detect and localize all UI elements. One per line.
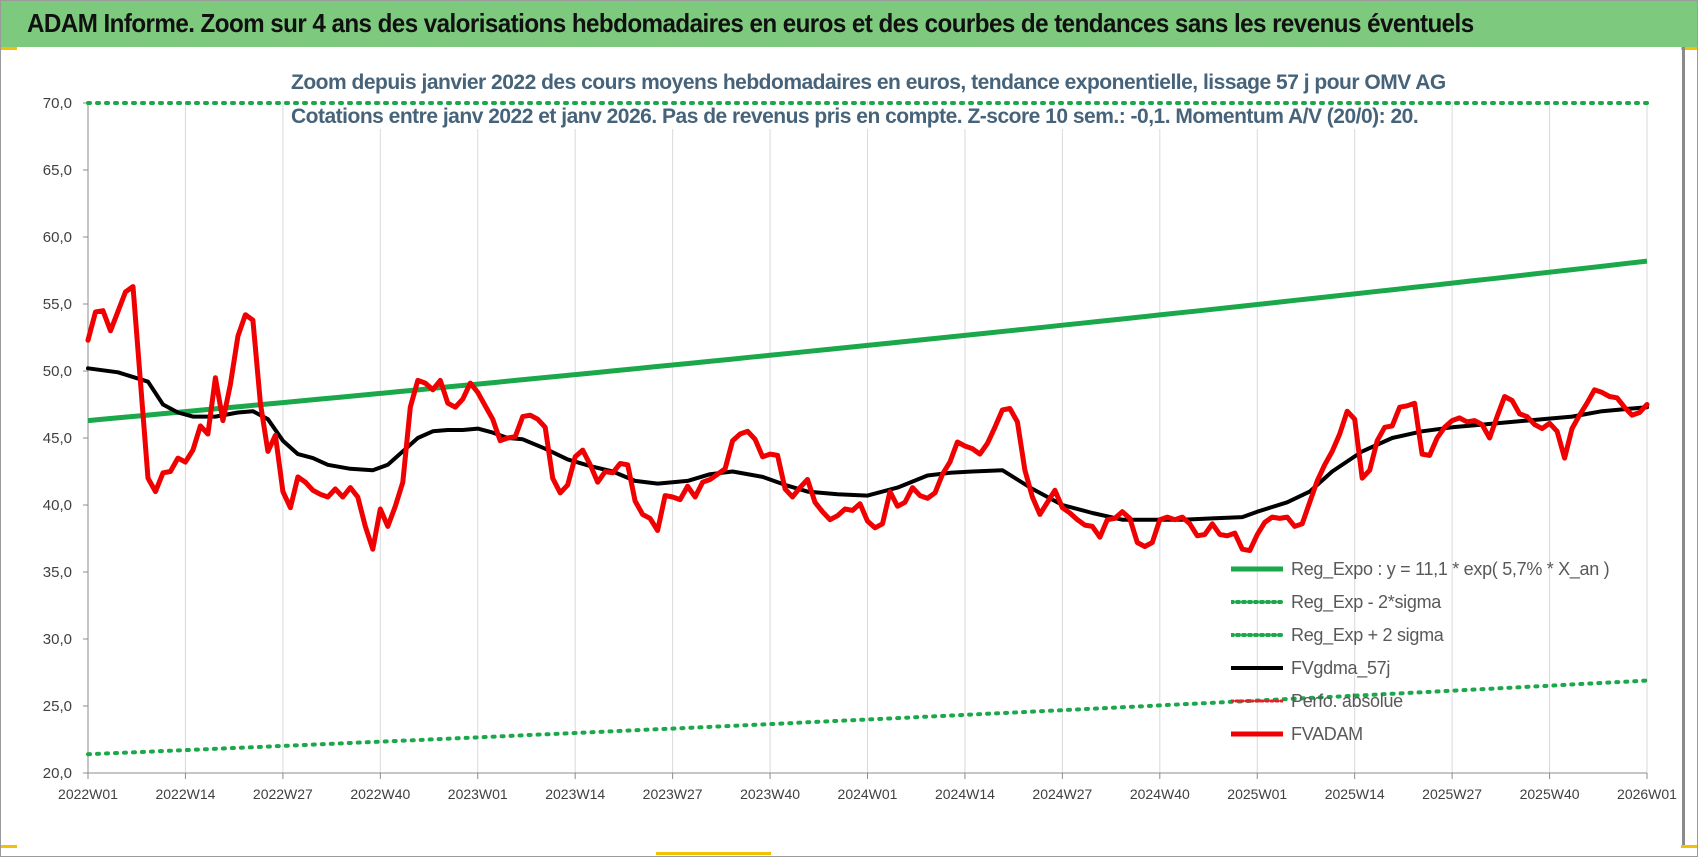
legend-swatch-reg-exp-minus-2sigma: [1231, 600, 1283, 604]
chart-title: Zoom depuis janvier 2022 des cours moyen…: [291, 71, 1446, 95]
corner-accent-top-right: [1681, 47, 1697, 50]
y-tick-label: 30,0: [43, 631, 72, 648]
series-layer: [85, 101, 1650, 757]
legend-label-reg-expo: Reg_Expo : y = 11,1 * exp( 5,7% * X_an ): [1291, 558, 1610, 579]
corner-accent-bottom-left: [1, 845, 17, 848]
legend-label-fvgdma: FVgdma_57j: [1291, 657, 1391, 678]
x-tick-label: 2023W01: [448, 786, 508, 802]
y-tick-label: 25,0: [43, 698, 72, 715]
axis-layer: 2022W01 2022W14 2022W27 2022W40 2023W01 2023W…: [43, 95, 1677, 802]
y-tick-label: 45,0: [43, 430, 72, 447]
x-tick-label: 2026W01: [1617, 786, 1677, 802]
x-tick-label: 2023W14: [545, 786, 605, 802]
legend-label-fvadam: FVADAM: [1291, 723, 1363, 744]
x-tick-label: 2025W01: [1227, 786, 1287, 802]
legend-label-reg-exp-plus-2sigma: Reg_Exp + 2 sigma: [1291, 624, 1444, 645]
y-tick-label: 35,0: [43, 564, 72, 581]
x-tick-label: 2025W14: [1325, 786, 1385, 802]
y-tick-label: 65,0: [43, 162, 72, 179]
y-tick-label: 20,0: [43, 765, 72, 782]
legend-item-fvadam: FVADAM: [1231, 719, 1631, 749]
series-reg-expo: [87, 258, 1648, 424]
legend-swatch-reg-exp-plus-2sigma: [1231, 633, 1283, 637]
x-tick-label: 2023W27: [643, 786, 703, 802]
x-tick-label: 2022W14: [155, 786, 215, 802]
y-tick-label: 50,0: [43, 363, 72, 380]
x-tick-label: 2024W14: [935, 786, 995, 802]
legend-label-perfo-absolue: Perfo. absolue: [1291, 690, 1403, 711]
banner: ADAM Informe. Zoom sur 4 ans des valoris…: [1, 1, 1697, 47]
x-tick-label: 2025W27: [1422, 786, 1482, 802]
legend-item-reg-exp-plus-2sigma: Reg_Exp + 2 sigma: [1231, 620, 1631, 650]
x-tick-label: 2024W40: [1130, 786, 1190, 802]
bottom-accent-mid: [656, 852, 771, 855]
legend-swatch-perfo-absolue: [1231, 699, 1283, 703]
x-tick-label: 2022W40: [350, 786, 410, 802]
y-tick-label: 60,0: [43, 229, 72, 246]
y-tick-label: 40,0: [43, 497, 72, 514]
side-accent-right: [1682, 47, 1685, 845]
grid-layer: [87, 101, 1648, 773]
x-tick-label: 2025W40: [1520, 786, 1580, 802]
series-fvadam: [85, 284, 1650, 554]
banner-title: ADAM Informe. Zoom sur 4 ans des valoris…: [27, 8, 1474, 38]
legend-swatch-reg-expo: [1231, 566, 1283, 572]
y-tick-label: 70,0: [43, 95, 72, 112]
legend-label-reg-exp-minus-2sigma: Reg_Exp - 2*sigma: [1291, 591, 1441, 612]
legend-swatch-fvgdma: [1231, 666, 1283, 670]
corner-accent-top-left: [1, 47, 17, 50]
x-tick-label: 2022W01: [58, 786, 118, 802]
x-tick-label: 2024W01: [838, 786, 898, 802]
legend-item-reg-exp-minus-2sigma: Reg_Exp - 2*sigma: [1231, 587, 1631, 617]
x-tick-label: 2024W27: [1032, 786, 1092, 802]
series-reg-exp-minus-2sigma: [86, 678, 1649, 757]
legend-item-reg-expo: Reg_Expo : y = 11,1 * exp( 5,7% * X_an ): [1231, 554, 1631, 584]
x-tick-label: 2023W40: [740, 786, 800, 802]
y-tick-label: 55,0: [43, 296, 72, 313]
legend-item-fvgdma: FVgdma_57j: [1231, 653, 1631, 683]
legend-swatch-fvadam: [1231, 731, 1283, 737]
corner-accent-bottom-right: [1681, 845, 1697, 848]
chart-subtitle: Cotations entre janv 2022 et janv 2026. …: [291, 105, 1419, 129]
x-tick-label: 2022W27: [253, 786, 313, 802]
legend-item-perfo-absolue: Perfo. absolue: [1231, 686, 1631, 716]
